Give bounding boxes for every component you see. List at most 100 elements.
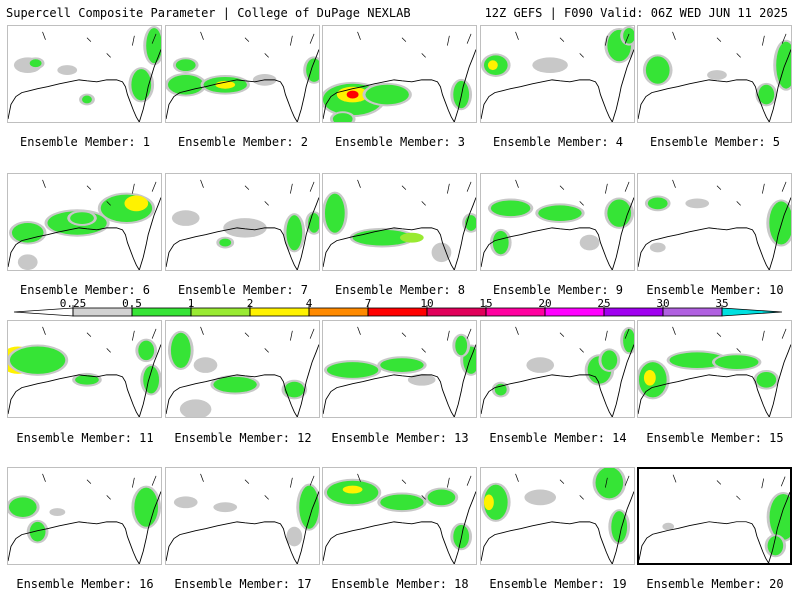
border-line (605, 183, 608, 194)
border-line (264, 201, 269, 206)
coastline (481, 79, 613, 122)
model-valid-time: 12Z GEFS | F090 Valid: 06Z WED JUN 11 20… (484, 6, 788, 20)
coastline (611, 197, 634, 270)
scp-contour (193, 357, 218, 373)
border-line (716, 480, 722, 485)
border-line (151, 328, 157, 339)
coastline (453, 49, 476, 122)
border-line (672, 179, 676, 188)
border-line (264, 53, 269, 58)
border-line (515, 179, 519, 188)
border-line (716, 185, 722, 190)
ensemble-member-label: Ensemble Member: 14 (489, 431, 627, 445)
border-line (559, 185, 565, 190)
scp-contour (167, 74, 204, 95)
border-line (579, 348, 584, 353)
coastline (768, 344, 791, 417)
coastline (323, 227, 455, 270)
border-line (42, 31, 46, 40)
border-line (466, 475, 472, 486)
border-line (716, 332, 722, 337)
scp-field-map (8, 179, 161, 270)
scp-contour (756, 371, 777, 388)
scp-contour (483, 484, 508, 520)
border-line (309, 475, 315, 486)
ensemble-member-map (637, 173, 792, 271)
scp-contour (213, 376, 257, 393)
scp-contour (342, 485, 363, 494)
scp-contour (483, 494, 494, 511)
border-line (579, 495, 584, 500)
scp-contour (170, 332, 191, 369)
scp-contour (669, 352, 725, 369)
coastline (138, 49, 161, 122)
border-line (559, 37, 565, 42)
scp-contour (538, 205, 582, 222)
border-line (42, 326, 46, 335)
ensemble-member-map (322, 467, 477, 565)
border-line (762, 330, 765, 341)
colorbar-segment (603, 307, 664, 317)
ensemble-member-label: Ensemble Member: 2 (177, 135, 309, 149)
ensemble-member-map (480, 173, 635, 271)
ensemble-member-map (322, 25, 477, 123)
scp-contour (579, 234, 600, 251)
border-line (466, 328, 472, 339)
border-line (42, 179, 46, 188)
border-line (447, 477, 450, 488)
border-line (781, 33, 787, 44)
ensemble-member-label: Ensemble Member: 17 (174, 577, 312, 591)
coastline (481, 227, 613, 270)
scp-contour (643, 369, 656, 386)
border-line (151, 33, 157, 44)
scp-contour (492, 230, 509, 255)
scp-contour (49, 508, 66, 516)
map-title: Supercell Composite Parameter | College … (6, 6, 411, 20)
ensemble-member-label: Ensemble Member: 19 (489, 577, 627, 591)
scp-field-map (639, 474, 790, 563)
border-line (736, 53, 741, 58)
border-line (447, 35, 450, 46)
scp-field-map (323, 326, 476, 417)
border-line (132, 183, 135, 194)
scp-contour (524, 489, 557, 506)
colorbar-label: 4 (305, 297, 313, 310)
border-line (421, 53, 426, 58)
scp-contour (455, 335, 468, 356)
scp-contour (427, 489, 456, 506)
ensemble-member-label: Ensemble Member: 4 (492, 135, 624, 149)
coastline (453, 491, 476, 564)
scp-contour (487, 60, 498, 71)
scp-contour (57, 65, 78, 75)
border-line (515, 473, 519, 482)
ensemble-member-label: Ensemble Member: 11 (16, 431, 154, 445)
scp-contour (332, 113, 353, 122)
scp-contour (286, 215, 303, 251)
colorbar-label: 1 (187, 297, 195, 310)
ensemble-member-label: Ensemble Member: 3 (334, 135, 466, 149)
border-line (736, 201, 741, 206)
scp-contour (380, 494, 424, 511)
coastline (323, 374, 455, 417)
ensemble-member-map (322, 320, 477, 418)
ensemble-member-label: Ensemble Member: 18 (331, 577, 469, 591)
border-line (357, 179, 361, 188)
coastline (8, 227, 140, 270)
ensemble-member-label: Ensemble Member: 13 (331, 431, 469, 445)
ensemble-member-label: Ensemble Member: 12 (174, 431, 312, 445)
scp-contour (611, 511, 628, 543)
ensemble-member-map (165, 320, 320, 418)
scp-contour (607, 199, 632, 227)
scp-contour (490, 200, 531, 217)
border-line (762, 183, 765, 194)
coastline (138, 491, 161, 564)
coastline (768, 197, 791, 270)
scp-contour (649, 242, 666, 253)
border-line (290, 183, 293, 194)
border-line (605, 35, 608, 46)
border-line (421, 201, 426, 206)
border-line (290, 35, 293, 46)
scp-field-map (166, 179, 319, 270)
colorbar-segment (662, 307, 723, 317)
colorbar-label: 15 (479, 297, 493, 310)
